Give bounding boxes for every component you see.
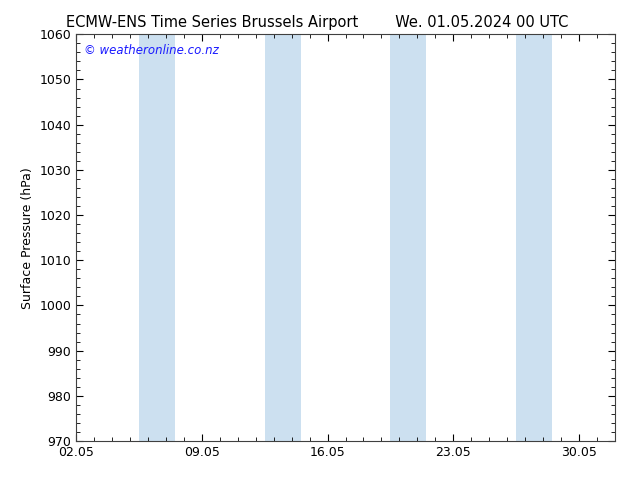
Y-axis label: Surface Pressure (hPa): Surface Pressure (hPa) [21,167,34,309]
Bar [162,34,175,441]
Bar [288,34,301,441]
Bar [516,34,543,441]
Bar [414,34,426,441]
Bar [265,34,292,441]
Bar [391,34,417,441]
Bar [540,34,552,441]
Text: © weatheronline.co.nz: © weatheronline.co.nz [84,45,219,57]
Bar [139,34,166,441]
Bar [633,34,634,441]
Text: ECMW-ENS Time Series Brussels Airport        We. 01.05.2024 00 UTC: ECMW-ENS Time Series Brussels Airport We… [66,15,568,30]
